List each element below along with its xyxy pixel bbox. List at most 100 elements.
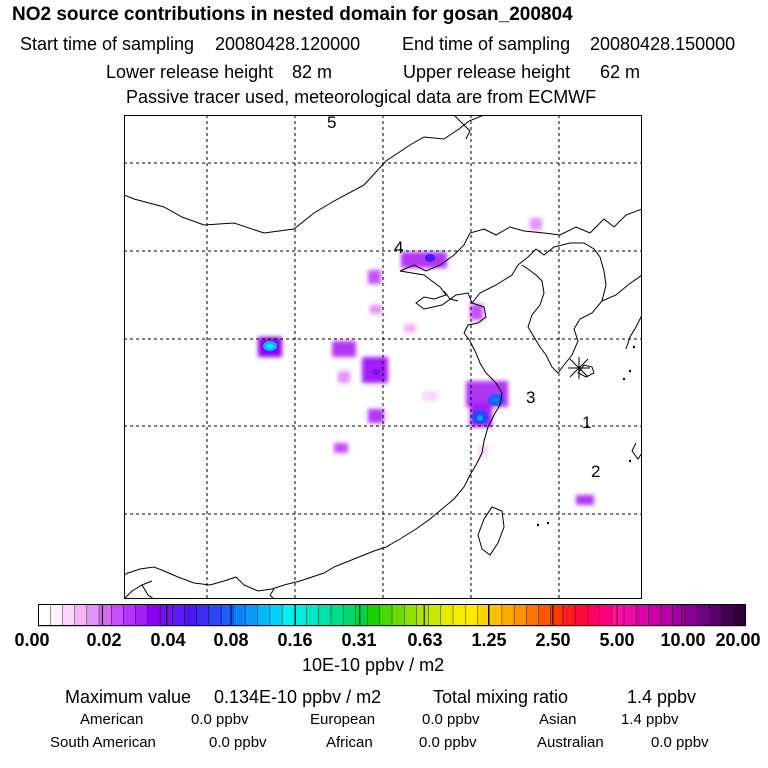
colorbar-cell [379,604,393,627]
ryukyu-island [631,442,642,460]
region-name: African [326,734,373,751]
colorbar-cell [367,604,381,627]
colorbar-cell [416,604,430,627]
colorbar-tick: 0.08 [213,630,249,650]
plume-spot [576,495,594,505]
small-islands [536,345,636,527]
colorbar-cell [184,604,198,627]
colorbar-tick: 0.02 [86,630,122,650]
plume-spot [368,409,384,423]
colorbar-major-ticks [101,604,683,626]
coastline [141,584,155,599]
coastline [124,566,335,592]
colorbar-cell [404,604,418,627]
colorbar-cell [330,604,344,627]
colorbar-tick: 0.00 [14,630,50,650]
station-labels: 1 2 3 4 5 [327,115,600,481]
colorbar-cell [696,604,711,627]
colorbar-cell [342,604,357,627]
max-value-label: Maximum value [65,687,192,707]
plume-spot [334,443,348,453]
plume-core [372,369,380,375]
plume-core [493,398,499,402]
region-name: South American [50,734,156,751]
colorbar-cell [294,604,308,627]
colorbar-tick: 1.25 [471,630,507,650]
start-time-value: 20080428.120000 [215,34,361,54]
plot-title: NO2 source contributions in nested domai… [12,4,573,25]
plume-spot [530,218,542,230]
colorbar-cell [440,604,454,627]
colorbar-cell [465,604,479,627]
colorbar-cell [611,604,625,627]
asterisk-receptor-icon [568,357,590,379]
colorbar-cell [623,604,637,627]
colorbar-cell [672,604,686,627]
colorbar-cell [147,604,161,627]
colorbar-cells [38,604,746,627]
colorbar-cell [172,604,186,627]
coastline [471,248,537,304]
colorbar-tick: 20.00 [715,630,761,650]
coastline [124,580,153,599]
region-value: 0.0 ppbv [651,734,709,751]
hainan-coast [269,588,275,599]
total-mixing-label: Total mixing ratio [433,687,569,707]
colorbar-tick: 0.04 [150,630,186,650]
island-dot [546,521,550,525]
station-label-5: 5 [327,115,336,132]
region-value: 1.4 ppbv [621,711,679,728]
lower-release-label: Lower release height [106,62,274,82]
colorbar-cell [635,604,650,627]
plume-spot [422,391,438,401]
colorbar-tick: 5.00 [599,630,635,650]
colorbar-cell [86,604,100,627]
colorbar [38,604,746,627]
colorbar-cell [513,604,527,627]
coastline-layer [124,115,642,599]
taiwan-island [477,506,505,556]
region-name: Australian [537,734,604,751]
border-line [124,115,485,234]
colorbar-cell [269,604,283,627]
colorbar-cell [391,604,405,627]
plume-spot [338,371,350,383]
coastline [601,274,642,302]
colorbar-cell [50,604,64,627]
colorbar-tick: 2.50 [535,630,571,650]
colorbar-cell [306,604,320,627]
japan-coast [625,314,642,350]
start-time-label: Start time of sampling [20,34,195,54]
colorbar-tick: 0.16 [277,630,313,650]
island-dot [622,377,626,381]
plume-spot [404,324,416,333]
plume-core [425,254,435,262]
colorbar-tick: 10.00 [660,630,706,650]
colorbar-cell [355,604,369,627]
plume-spot [478,445,488,457]
map-panel: 1 2 3 4 5 [124,115,642,599]
island-dot [536,523,540,527]
colorbar-cell [38,604,51,627]
colorbar-cell [111,604,125,627]
plume-spot [332,341,356,357]
colorbar-cell [220,604,235,627]
plume-spot [401,252,447,268]
colorbar-cell [574,604,589,627]
region-name: American [80,711,144,728]
colorbar-cell [452,604,466,627]
plume-spot [370,305,382,314]
plume-spot [470,304,483,320]
grid-layer [124,115,642,599]
station-label-2: 2 [591,462,600,481]
end-time-label: End time of sampling [402,34,571,54]
colorbar-cell [709,604,723,627]
colorbar-cell [587,604,601,627]
plume-spot [368,270,381,284]
colorbar-cell [501,604,515,627]
colorbar-cell [489,604,503,627]
colorbar-tick: 0.31 [341,630,377,650]
colorbar-cell [684,604,698,627]
region-value: 0.0 ppbv [209,734,267,751]
colorbar-cell [562,604,576,627]
